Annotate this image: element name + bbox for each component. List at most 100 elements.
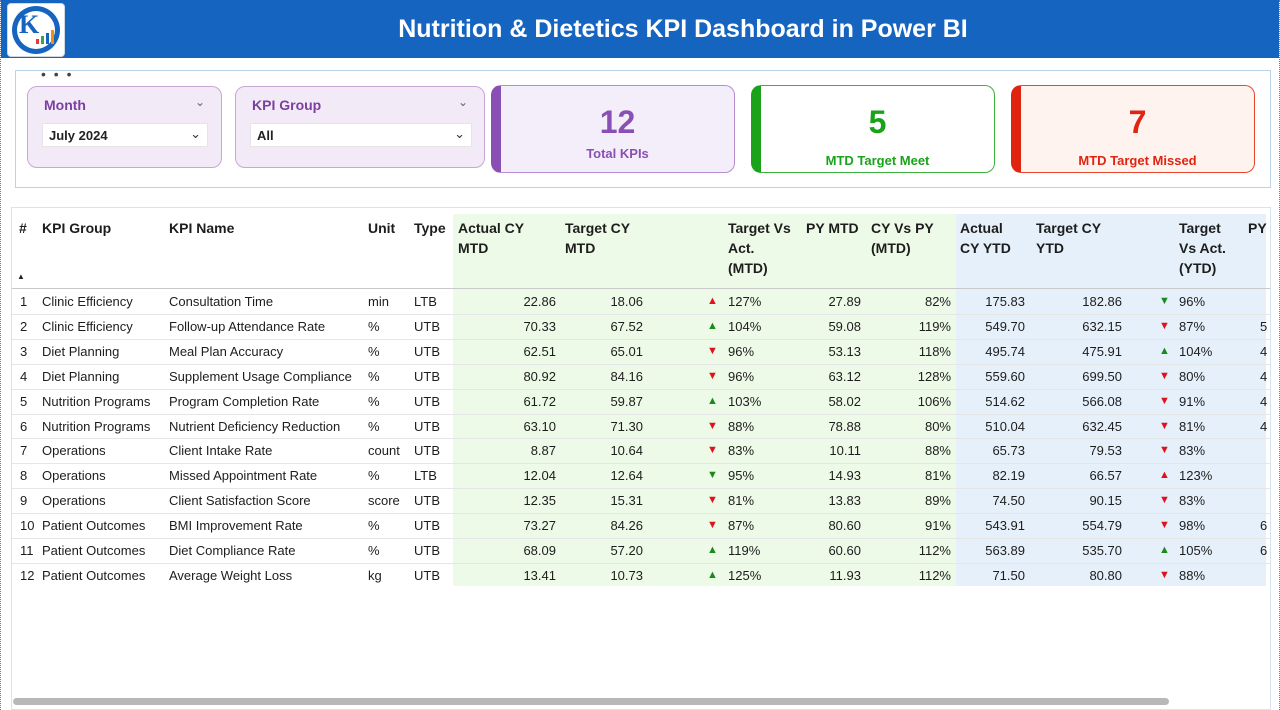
month-slicer[interactable]: Month ⌄ July 2024 ⌄ <box>27 86 222 168</box>
table-row[interactable]: 7 Operations Client Intake Rate count UTB 8.8… <box>12 438 1270 463</box>
cell-target-cy-ytd: 66.57 <box>1089 468 1122 484</box>
down-triangle-icon: ▼ <box>1159 568 1170 581</box>
row-divider <box>12 338 1270 340</box>
table-row[interactable]: 10 Patient Outcomes BMI Improvement Rate% U… <box>12 513 1270 538</box>
cell-type: UTB <box>414 368 440 384</box>
table-row[interactable]: 8 Operations Missed Appointment Rate% LTB 12… <box>12 463 1270 488</box>
cell-target-vs-act-mtd: 103% <box>728 393 762 409</box>
chevron-down-icon[interactable]: ⌄ <box>457 95 468 109</box>
cell-actual-cy-ytd: 495.74 <box>985 343 1025 359</box>
cell-target-cy-ytd: 632.15 <box>1082 318 1122 334</box>
header-py-mtd[interactable]: PY MTD <box>806 220 859 236</box>
cell-cy-vs-py-mtd: 81% <box>924 468 951 484</box>
cell-target-cy-ytd: 182.86 <box>1082 294 1122 309</box>
cell-target-cy-ytd: 699.50 <box>1082 368 1122 384</box>
cell-py-ytd <box>1260 463 1270 488</box>
cell-actual-cy-mtd: 12.35 <box>523 493 556 509</box>
cell-kpi-name: Follow-up Attendance Rate <box>169 318 326 334</box>
header-kpi-name[interactable]: KPI Name <box>169 220 235 236</box>
table-row[interactable]: 2 Clinic Efficiency Follow-up Attendance R… <box>12 314 1270 339</box>
sort-ascending-icon[interactable]: ▲ <box>17 272 25 281</box>
cell-kpi-name: Consultation Time <box>169 294 274 309</box>
table-row[interactable]: 5 Nutrition Programs Program Completion Ra… <box>12 389 1270 414</box>
cell-kpi-name: Missed Appointment Rate <box>169 468 318 484</box>
cell-type: UTB <box>414 493 440 509</box>
cell-py-ytd: 6 <box>1260 543 1268 558</box>
table-row[interactable]: 9 Operations Client Satisfaction Score scor… <box>12 488 1270 513</box>
up-triangle-icon: ▲ <box>707 295 718 307</box>
down-triangle-icon: ▼ <box>1159 519 1170 532</box>
cell-target-cy-mtd: 67.52 <box>610 318 643 334</box>
kpi-group-slicer[interactable]: KPI Group ⌄ All ⌄ <box>235 86 485 168</box>
cell-cy-vs-py-mtd: 112% <box>918 543 951 558</box>
header-target-cy-ytd[interactable]: Target CY YTD <box>1036 220 1102 256</box>
header-cy-vs-py-mtd[interactable]: CY Vs PY (MTD) <box>871 220 934 256</box>
header-target-cy-mtd[interactable]: Target CY MTD <box>565 220 631 256</box>
up-triangle-icon: ▲ <box>707 394 718 407</box>
cell-target-vs-act-ytd: 87% <box>1179 318 1206 334</box>
down-triangle-icon: ▼ <box>707 344 718 357</box>
cell-kpi-group: Diet Planning <box>42 368 120 384</box>
cell-target-vs-act-ytd: 83% <box>1179 443 1206 459</box>
table-row[interactable]: 4 Diet Planning Supplement Usage Complianc… <box>12 364 1270 389</box>
header-target-vs-act-ytd[interactable]: Target Vs Act. (YTD) <box>1179 220 1226 276</box>
kpi-group-dropdown[interactable]: All ⌄ <box>250 123 472 147</box>
cell-target-cy-ytd: 554.79 <box>1082 518 1122 534</box>
more-options-icon[interactable]: • • • <box>41 66 74 82</box>
cell-actual-cy-ytd: 175.83 <box>985 294 1025 309</box>
header-unit[interactable]: Unit <box>368 220 396 236</box>
cell-actual-cy-ytd: 514.62 <box>985 393 1025 409</box>
header-actual-cy-ytd[interactable]: Actual CY YTD <box>960 220 1011 256</box>
page-title: Nutrition & Dietetics KPI Dashboard in P… <box>398 15 968 43</box>
table-row[interactable]: 1 Clinic Efficiency Consultation Time min LT… <box>12 289 1270 314</box>
cell-kpi-group: Clinic Efficiency <box>42 318 133 334</box>
cell-number: 3 <box>20 343 28 359</box>
cell-type: LTB <box>414 294 437 309</box>
cell-py-ytd <box>1260 438 1270 463</box>
cell-target-vs-act-mtd: 88% <box>728 418 755 434</box>
title-bar: K Nutrition & Dietetics KPI Dashboard in… <box>1 0 1279 58</box>
cell-target-vs-act-ytd: 105% <box>1179 543 1213 558</box>
cell-unit: min <box>368 294 389 309</box>
cell-actual-cy-ytd: 65.73 <box>992 443 1025 459</box>
row-divider <box>12 313 1270 315</box>
cell-type: UTB <box>414 443 440 459</box>
table-row[interactable]: 6 Nutrition Programs Nutrient Deficiency R… <box>12 414 1270 439</box>
cell-target-cy-ytd: 80.80 <box>1089 567 1122 583</box>
row-divider <box>12 388 1270 390</box>
cell-type: UTB <box>414 318 440 334</box>
cell-target-vs-act-mtd: 127% <box>728 294 762 309</box>
cell-unit: score <box>368 493 400 509</box>
header-number[interactable]: # <box>19 220 27 236</box>
cell-number: 7 <box>20 443 28 459</box>
header-type[interactable]: Type <box>414 220 446 236</box>
cell-target-vs-act-ytd: 91% <box>1179 393 1206 409</box>
month-dropdown[interactable]: July 2024 ⌄ <box>42 123 208 147</box>
cell-target-vs-act-ytd: 88% <box>1179 567 1206 583</box>
header-actual-cy-mtd[interactable]: Actual CY MTD <box>458 220 525 256</box>
down-triangle-icon: ▼ <box>1159 319 1170 332</box>
cell-target-vs-act-ytd: 104% <box>1179 343 1213 359</box>
cell-py-mtd: 11.93 <box>829 567 861 583</box>
table-row[interactable]: 3 Diet Planning Meal Plan Accuracy% UTB 62.5… <box>12 339 1270 364</box>
cell-kpi-group: Patient Outcomes <box>42 518 146 534</box>
dropdown-arrow-icon[interactable]: ⌄ <box>190 126 201 141</box>
down-triangle-icon: ▼ <box>1159 369 1170 382</box>
header-target-vs-act-mtd[interactable]: Target Vs Act. (MTD) <box>728 220 791 276</box>
down-triangle-icon: ▼ <box>1159 419 1170 432</box>
cell-kpi-group: Diet Planning <box>42 343 120 359</box>
cell-py-mtd: 80.60 <box>828 518 861 534</box>
header-py-ytd[interactable]: PY <box>1248 220 1267 236</box>
table-row[interactable]: 11 Patient Outcomes Diet Compliance Rate% U… <box>12 538 1270 563</box>
cell-py-mtd: 63.12 <box>828 368 861 384</box>
cell-target-cy-ytd: 90.15 <box>1089 493 1122 509</box>
cell-unit: % <box>368 318 380 334</box>
horizontal-scrollbar[interactable] <box>13 698 1169 705</box>
table-row[interactable]: 12 Patient Outcomes Average Weight Loss kg U… <box>12 563 1270 588</box>
row-divider <box>12 463 1270 465</box>
header-kpi-group[interactable]: KPI Group <box>42 220 112 236</box>
down-triangle-icon: ▼ <box>707 494 718 507</box>
dropdown-arrow-icon[interactable]: ⌄ <box>454 126 465 141</box>
cell-actual-cy-mtd: 12.04 <box>523 468 556 484</box>
chevron-down-icon[interactable]: ⌄ <box>194 95 205 109</box>
